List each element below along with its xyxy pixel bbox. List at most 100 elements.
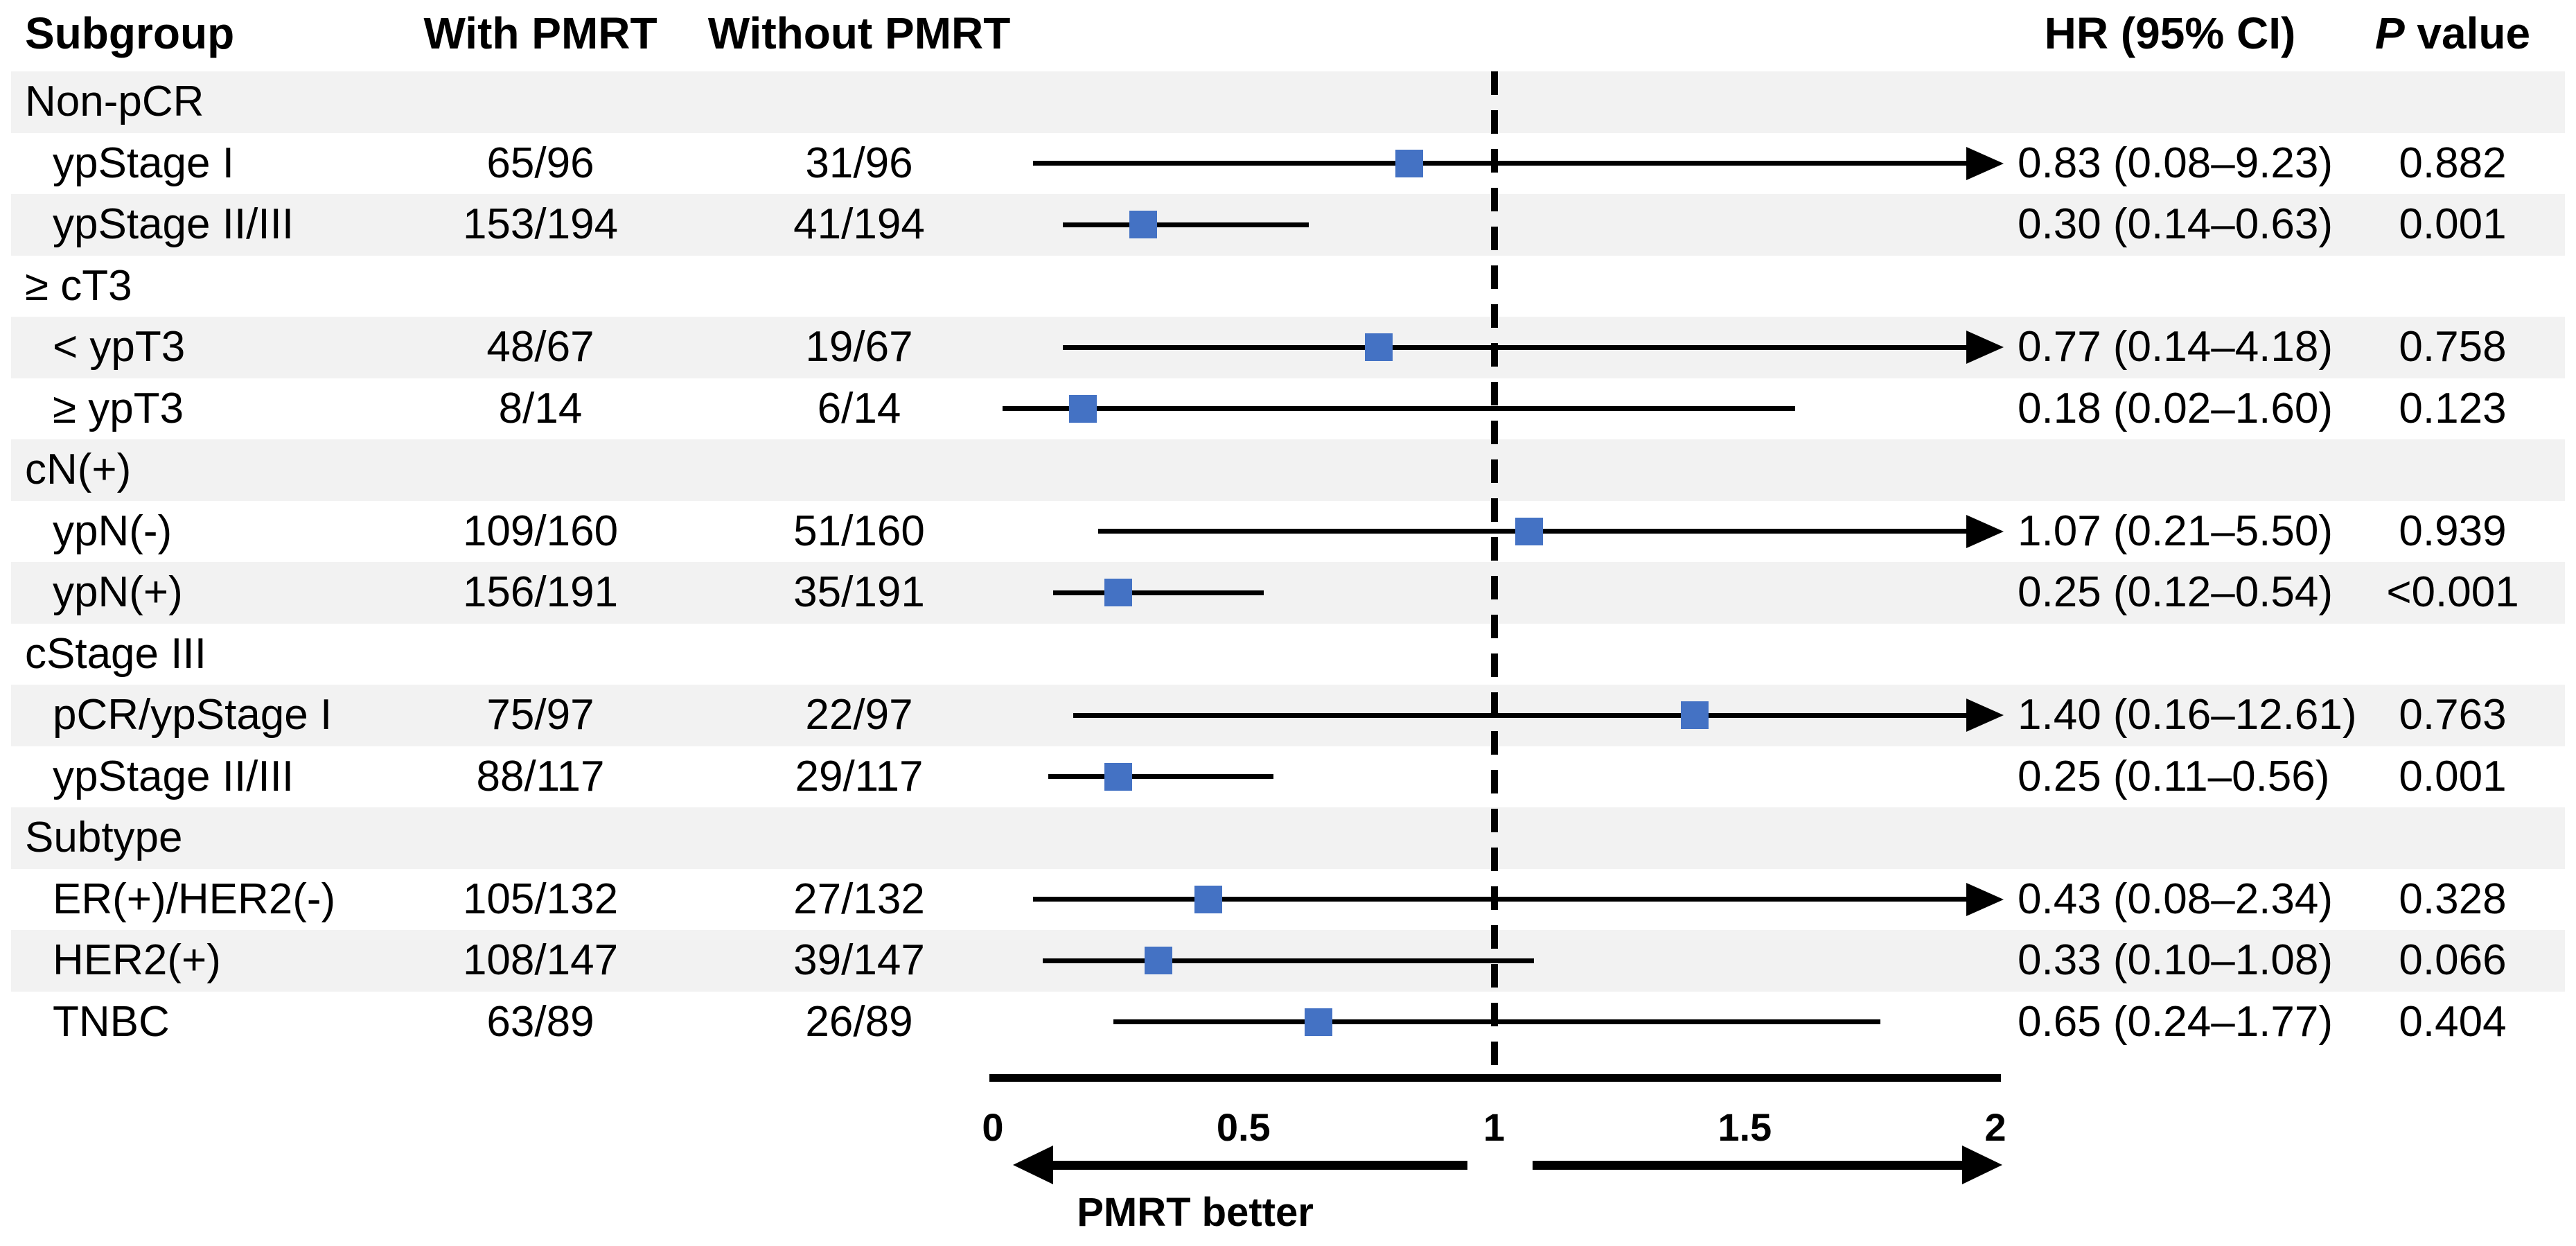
hr-ci-text: 0.30 (0.14–0.63)	[2018, 200, 2334, 249]
hr-marker	[1069, 394, 1097, 423]
ci-line	[1048, 774, 1274, 780]
column-header-with-pmrt: With PMRT	[423, 8, 658, 58]
hr-ci-text: 0.25 (0.12–0.54)	[2018, 568, 2334, 617]
right-arrowhead-icon	[1962, 1146, 2002, 1184]
without-pmrt-count: 26/89	[805, 997, 913, 1046]
hr-marker	[1104, 762, 1132, 791]
ci-line	[1032, 161, 1968, 166]
hr-ci-text: 1.40 (0.16–12.61)	[2018, 691, 2357, 739]
with-pmrt-count: 156/191	[462, 568, 619, 617]
p-value-header-italic: P	[2374, 8, 2405, 58]
without-pmrt-count: 39/147	[793, 936, 925, 985]
group-label: cN(+)	[25, 446, 132, 494]
without-pmrt-count: 41/194	[793, 200, 925, 249]
with-pmrt-count: 8/14	[498, 384, 583, 432]
subgroup-label: TNBC	[53, 997, 170, 1046]
column-header-without-pmrt: Without PMRT	[707, 8, 1011, 58]
without-pmrt-count: 51/160	[793, 507, 925, 555]
reference-line	[1491, 71, 1498, 1076]
subgroup-label: ypN(-)	[53, 507, 173, 555]
p-value-text: 0.123	[2399, 384, 2507, 432]
subgroup-label: ypStage I	[53, 139, 234, 187]
hr-marker	[1129, 211, 1158, 239]
subgroup-label: HER2(+)	[53, 936, 221, 985]
ci-line	[1063, 222, 1309, 227]
axis-tick-label: 1	[1483, 1105, 1506, 1149]
with-pmrt-count: 88/117	[476, 752, 605, 800]
column-header-subgroup: Subgroup	[25, 8, 235, 58]
row-band	[11, 71, 2565, 133]
ci-line	[1043, 958, 1535, 963]
p-value-text: 0.001	[2399, 752, 2507, 800]
right-arrow-line	[1533, 1161, 1966, 1170]
axis-tick-label: 2	[1984, 1105, 2006, 1149]
direction-label: PMRT better	[1077, 1190, 1314, 1235]
hr-marker	[1104, 579, 1132, 607]
with-pmrt-count: 109/160	[462, 507, 619, 555]
subgroup-label: ypStage II/III	[53, 752, 294, 800]
ci-line	[1052, 590, 1264, 595]
row-band	[11, 439, 2565, 501]
hr-marker	[1144, 947, 1172, 975]
p-value-text: 0.328	[2399, 875, 2507, 923]
p-value-text: 0.939	[2399, 507, 2507, 555]
left-arrow-line	[1048, 1161, 1467, 1170]
p-value-text: <0.001	[2386, 568, 2519, 617]
ci-line	[1003, 406, 1795, 412]
x-axis-line	[989, 1074, 2001, 1082]
ci-line	[1032, 897, 1968, 902]
subgroup-label: pCR/ypStage I	[53, 691, 333, 739]
with-pmrt-count: 153/194	[462, 200, 619, 249]
hr-ci-text: 0.83 (0.08–9.23)	[2018, 139, 2334, 187]
hr-marker	[1680, 701, 1709, 730]
with-pmrt-count: 63/89	[486, 997, 594, 1046]
group-label: cStage III	[25, 629, 206, 678]
without-pmrt-count: 22/97	[805, 691, 913, 739]
hr-marker	[1395, 149, 1423, 177]
axis-tick-label: 0.5	[1216, 1105, 1271, 1149]
hr-ci-text: 0.43 (0.08–2.34)	[2018, 875, 2334, 923]
ci-arrow-right-icon	[1966, 146, 2004, 180]
hr-ci-text: 1.07 (0.21–5.50)	[2018, 507, 2334, 555]
ci-arrow-right-icon	[1966, 514, 2004, 548]
row-band	[11, 807, 2565, 869]
p-value-text: 0.001	[2399, 200, 2507, 249]
hr-ci-text: 0.65 (0.24–1.77)	[2018, 997, 2334, 1046]
subgroup-label: ≥ ypT3	[53, 384, 184, 432]
ci-arrow-right-icon	[1966, 882, 2004, 916]
column-header-hr-ci: HR (95% CI)	[2044, 8, 2296, 58]
hr-marker	[1194, 885, 1223, 913]
without-pmrt-count: 29/117	[795, 752, 924, 800]
without-pmrt-count: 27/132	[793, 875, 925, 923]
with-pmrt-count: 75/97	[486, 691, 594, 739]
row-band	[11, 562, 2565, 624]
ci-line	[1073, 712, 1968, 718]
without-pmrt-count: 35/191	[793, 568, 925, 617]
ci-arrow-right-icon	[1966, 699, 2004, 732]
column-header-p-value: P value	[2300, 4, 2576, 62]
p-value-text: 0.758	[2399, 323, 2507, 371]
p-value-text: 0.066	[2399, 936, 2507, 985]
hr-ci-text: 0.18 (0.02–1.60)	[2018, 384, 2334, 432]
hr-ci-text: 0.25 (0.11–0.56)	[2018, 752, 2330, 800]
axis-tick-label: 1.5	[1718, 1105, 1772, 1149]
p-value-header-rest: value	[2404, 8, 2531, 58]
hr-ci-text: 0.77 (0.14–4.18)	[2018, 323, 2334, 371]
subgroup-label: ER(+)/HER2(-)	[53, 875, 336, 923]
with-pmrt-count: 108/147	[462, 936, 619, 985]
left-arrowhead-icon	[1013, 1146, 1053, 1184]
with-pmrt-count: 65/96	[486, 139, 594, 187]
group-label: Subtype	[25, 814, 183, 862]
without-pmrt-count: 19/67	[805, 323, 913, 371]
without-pmrt-count: 31/96	[805, 139, 913, 187]
group-label: ≥ cT3	[25, 261, 132, 310]
without-pmrt-count: 6/14	[817, 384, 901, 432]
with-pmrt-count: 105/132	[462, 875, 619, 923]
hr-marker	[1305, 1008, 1333, 1036]
hr-marker	[1515, 517, 1544, 545]
ci-arrow-right-icon	[1966, 331, 2004, 365]
with-pmrt-count: 48/67	[486, 323, 594, 371]
ci-line	[1063, 344, 1968, 350]
hr-marker	[1365, 333, 1393, 362]
